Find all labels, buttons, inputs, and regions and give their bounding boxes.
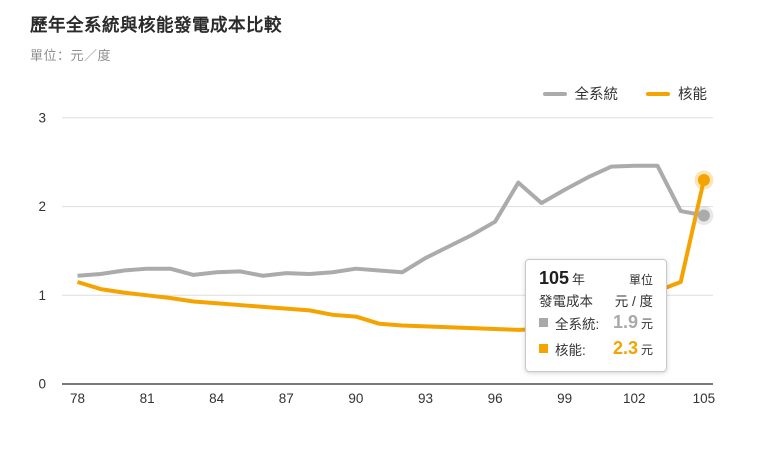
x-tick-label-81: 81 — [140, 391, 155, 406]
x-tick-label-87: 87 — [279, 391, 294, 406]
x-tick-label-93: 93 — [418, 391, 433, 406]
x-tick-label-84: 84 — [209, 391, 225, 406]
tooltip-year: 105 年 — [539, 268, 586, 288]
x-tick-label-96: 96 — [488, 391, 503, 406]
legend-label-nuclear: 核能 — [678, 87, 707, 103]
tooltip-row-system: 全系統: 1.9 元 — [539, 310, 653, 336]
x-tick-label-99: 99 — [557, 391, 572, 406]
unit-note: 單位：元／度 — [30, 48, 112, 63]
tooltip-system-value: 1.9 — [612, 312, 638, 333]
y-tick-label-2: 2 — [38, 199, 46, 214]
x-tick-label-105: 105 — [693, 391, 716, 406]
page-title: 歷年全系統與核能發電成本比較 — [30, 15, 282, 35]
y-tick-label-3: 3 — [38, 110, 46, 125]
legend-item-nuclear[interactable]: 核能 — [646, 83, 707, 104]
x-tick-label-102: 102 — [623, 391, 646, 406]
tooltip-system-unit: 元 — [640, 317, 653, 332]
tooltip-nuclear-value: 2.3 — [612, 338, 638, 359]
legend-label-system: 全系統 — [574, 87, 619, 103]
tooltip-system-label: 全系統: — [555, 316, 600, 332]
y-tick-label-1: 1 — [38, 288, 46, 303]
legend-item-system[interactable]: 全系統 — [542, 83, 619, 104]
nuclear-square-icon — [539, 344, 548, 354]
nuclear-line-swatch — [646, 91, 670, 96]
tooltip-cost-label: 發電成本 — [539, 293, 593, 309]
tooltip-unit-value: 元 / 度 — [614, 293, 653, 309]
system-line-swatch — [542, 91, 567, 96]
tooltip-nuclear-label: 核能: — [555, 342, 586, 358]
y-tick-label-0: 0 — [38, 377, 46, 392]
end-dot-1 — [697, 173, 710, 186]
x-tick-label-90: 90 — [348, 391, 363, 406]
tooltip-row-nuclear: 核能: 2.3 元 — [539, 336, 653, 362]
series-line-0 — [77, 163, 705, 278]
end-dot-0 — [697, 209, 710, 222]
tooltip-card: 105 年 單位 發電成本 元 / 度 全系統: 1.9 元 核能: 2.3 元 — [525, 259, 667, 372]
x-tick-label-78: 78 — [70, 391, 85, 406]
legend: 全系統 核能 — [542, 83, 707, 104]
system-square-icon — [539, 318, 548, 328]
tooltip-nuclear-unit: 元 — [640, 343, 653, 358]
tooltip-unit-caption: 單位 — [628, 273, 653, 287]
